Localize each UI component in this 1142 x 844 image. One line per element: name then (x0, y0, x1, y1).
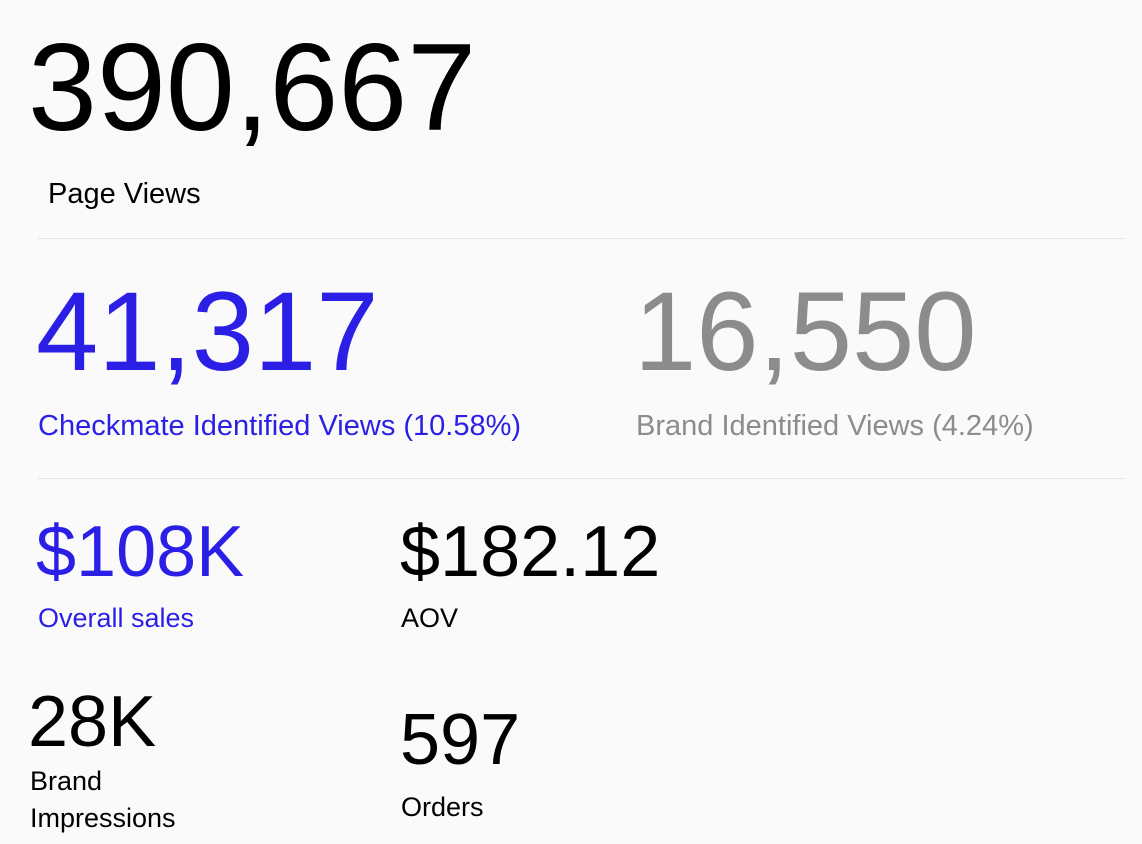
aov-value: $182.12 (400, 512, 661, 592)
divider (38, 478, 1125, 479)
orders-value: 597 (400, 700, 521, 780)
sales-value: $108K (36, 512, 245, 592)
checkmate-views-value: 41,317 (36, 269, 379, 394)
page-views-label: Page Views (48, 178, 201, 210)
impressions-label: Brand Impressions (30, 766, 176, 833)
brand-views-value: 16,550 (634, 269, 977, 394)
page-views-value: 390,667 (28, 19, 477, 157)
orders-label: Orders (401, 792, 484, 822)
impressions-value: 28K (28, 682, 157, 762)
divider (38, 238, 1125, 239)
checkmate-views-label: Checkmate Identified Views (10.58%) (38, 410, 522, 442)
sales-label: Overall sales (38, 603, 195, 633)
aov-label: AOV (401, 603, 459, 633)
brand-views-label: Brand Identified Views (4.24%) (636, 410, 1034, 442)
